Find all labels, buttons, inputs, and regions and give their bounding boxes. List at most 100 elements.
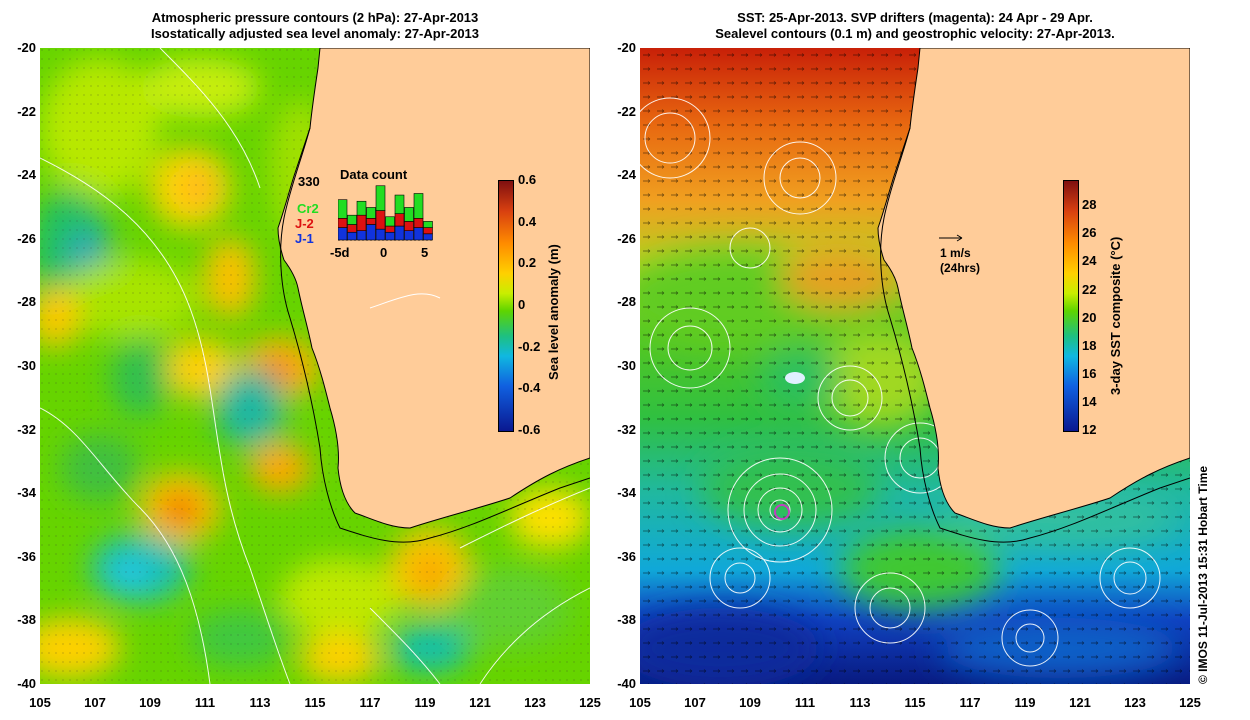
inset-bar-6-j1 xyxy=(394,225,405,241)
right-title-line1: SST: 25-Apr-2013. SVP drifters (magenta)… xyxy=(737,10,1093,25)
right-cb-tick-6: 16 xyxy=(1082,365,1097,381)
inset-bar-9-cr2 xyxy=(423,221,433,228)
credit-text: © IMOS 11-Jul-2013 15:31 Hobart Time xyxy=(1196,465,1210,684)
x-tick-left-7: 119 xyxy=(414,695,436,710)
scale-arrow-label: 1 m/s xyxy=(940,246,971,260)
inset-bar-3-j1 xyxy=(366,224,376,241)
inset-bar-4-j2 xyxy=(375,210,386,230)
x-tick-right-0: 105 xyxy=(629,695,651,710)
inset-bar-0-j2 xyxy=(338,217,348,228)
right-colorbar-label: 3-day SST composite (°C) xyxy=(1108,236,1123,395)
x-tick-left-2: 109 xyxy=(139,695,161,710)
left-cb-tick-2: 0.2 xyxy=(518,255,537,271)
y-tick-left-7: -34 xyxy=(17,485,36,501)
inset-bar-5-j1 xyxy=(385,231,395,241)
inset-bar-9-j2 xyxy=(423,227,433,235)
inset-bar-4-j1 xyxy=(375,228,386,241)
legend-cr2: Cr2 xyxy=(297,201,319,216)
left-title-line1: Atmospheric pressure contours (2 hPa): 2… xyxy=(151,10,479,25)
inset-bar-2-j1 xyxy=(356,230,367,241)
y-tick-left-10: -40 xyxy=(17,676,36,691)
y-tick-right-0: -20 xyxy=(617,40,636,55)
x-tick-right-8: 121 xyxy=(1069,695,1091,710)
inset-bar-1-j1 xyxy=(347,231,357,241)
x-tick-right-3: 111 xyxy=(794,695,816,710)
y-tick-left-3: -26 xyxy=(17,230,36,246)
svp-drifter-track xyxy=(774,504,790,520)
inset-bar-2-cr2 xyxy=(356,200,367,216)
legend-j2: J-2 xyxy=(295,216,314,231)
y-tick-right-7: -34 xyxy=(617,485,636,501)
x-tick-right-5: 115 xyxy=(904,695,926,710)
inset-bar-7-j2 xyxy=(404,221,414,232)
left-colorbar-label: Sea level anomaly (m) xyxy=(546,244,561,380)
right-cb-tick-8: 12 xyxy=(1082,422,1097,437)
x-tick-left-4: 113 xyxy=(249,695,271,710)
x-tick-left-1: 107 xyxy=(84,695,106,710)
inset-xtick-0: 0 xyxy=(380,245,388,260)
x-tick-left-6: 117 xyxy=(359,695,381,710)
left-cb-tick-4: -0.2 xyxy=(518,338,541,354)
x-tick-right-1: 107 xyxy=(684,695,706,710)
right-cb-tick-2: 24 xyxy=(1082,253,1097,269)
left-cb-tick-6: -0.6 xyxy=(518,422,541,437)
x-tick-right-4: 113 xyxy=(849,695,871,710)
inset-bar-7-cr2 xyxy=(404,207,414,222)
australia-landmass-right xyxy=(877,48,1190,529)
inset-bar-8-j1 xyxy=(413,227,424,241)
inset-bar-9-j1 xyxy=(423,233,433,241)
right-cb-tick-5: 18 xyxy=(1082,337,1097,353)
inset-bar-2-j2 xyxy=(356,214,367,232)
x-tick-right-9: 123 xyxy=(1124,695,1146,710)
y-tick-left-1: -22 xyxy=(17,103,36,119)
left-cb-tick-5: -0.4 xyxy=(518,380,541,396)
right-colorbar xyxy=(1063,180,1079,432)
inset-bar-3-cr2 xyxy=(366,207,376,219)
y-tick-left-8: -36 xyxy=(17,548,36,564)
right-title-line2: Sealevel contours (0.1 m) and geostrophi… xyxy=(715,26,1115,41)
data-count-max-label: 330 xyxy=(298,174,320,189)
y-tick-left-5: -30 xyxy=(17,358,36,373)
y-tick-left-6: -32 xyxy=(17,421,36,437)
right-cb-tick-4: 20 xyxy=(1082,309,1097,325)
left-cb-tick-3: 0 xyxy=(518,297,526,312)
scale-arrow-sub: (24hrs) xyxy=(940,261,981,275)
y-tick-left-2: -24 xyxy=(17,167,36,183)
inset-bar-0-cr2 xyxy=(338,199,348,219)
right-map-sst xyxy=(640,48,1190,684)
inset-bar-1-cr2 xyxy=(347,214,357,225)
left-title-line2: Isostatically adjusted sea level anomaly… xyxy=(150,26,480,41)
x-tick-right-10: 125 xyxy=(1179,695,1201,710)
data-count-title: Data count xyxy=(340,167,408,182)
y-tick-right-5: -30 xyxy=(617,358,636,373)
y-tick-right-3: -26 xyxy=(617,230,636,246)
inset-bar-8-cr2 xyxy=(413,193,424,219)
x-tick-left-10: 125 xyxy=(579,695,601,710)
y-tick-right-8: -36 xyxy=(617,548,636,564)
y-tick-right-2: -24 xyxy=(617,167,636,183)
data-count-bars xyxy=(338,185,433,241)
y-tick-right-1: -22 xyxy=(617,103,636,119)
inset-bar-3-j2 xyxy=(366,217,376,225)
inset-bar-6-cr2 xyxy=(394,194,405,214)
y-tick-right-9: -38 xyxy=(617,612,636,628)
inset-bar-8-j2 xyxy=(413,217,424,228)
right-cb-tick-3: 22 xyxy=(1082,281,1097,297)
legend-j1: J-1 xyxy=(295,231,314,246)
x-tick-left-3: 111 xyxy=(194,695,216,710)
inset-bar-4-cr2 xyxy=(375,185,386,211)
inset-bar-7-j1 xyxy=(404,230,414,241)
left-colorbar xyxy=(498,180,514,432)
right-cb-tick-0: 28 xyxy=(1082,197,1097,213)
y-tick-right-4: -28 xyxy=(617,294,636,310)
y-tick-left-0: -20 xyxy=(17,40,36,55)
y-tick-right-6: -32 xyxy=(617,421,636,437)
x-tick-right-7: 119 xyxy=(1014,695,1036,710)
inset-xtick-5: 5 xyxy=(421,245,429,260)
x-tick-right-6: 117 xyxy=(959,695,981,710)
x-tick-left-0: 105 xyxy=(29,695,51,710)
data-count-inset: Data count 330 Cr2 J-2 J-1 -5d 0 5 xyxy=(290,165,440,265)
inset-xtick-minus5: -5d xyxy=(330,245,350,260)
inset-bar-6-j2 xyxy=(394,213,405,227)
y-tick-right-10: -40 xyxy=(617,676,636,691)
